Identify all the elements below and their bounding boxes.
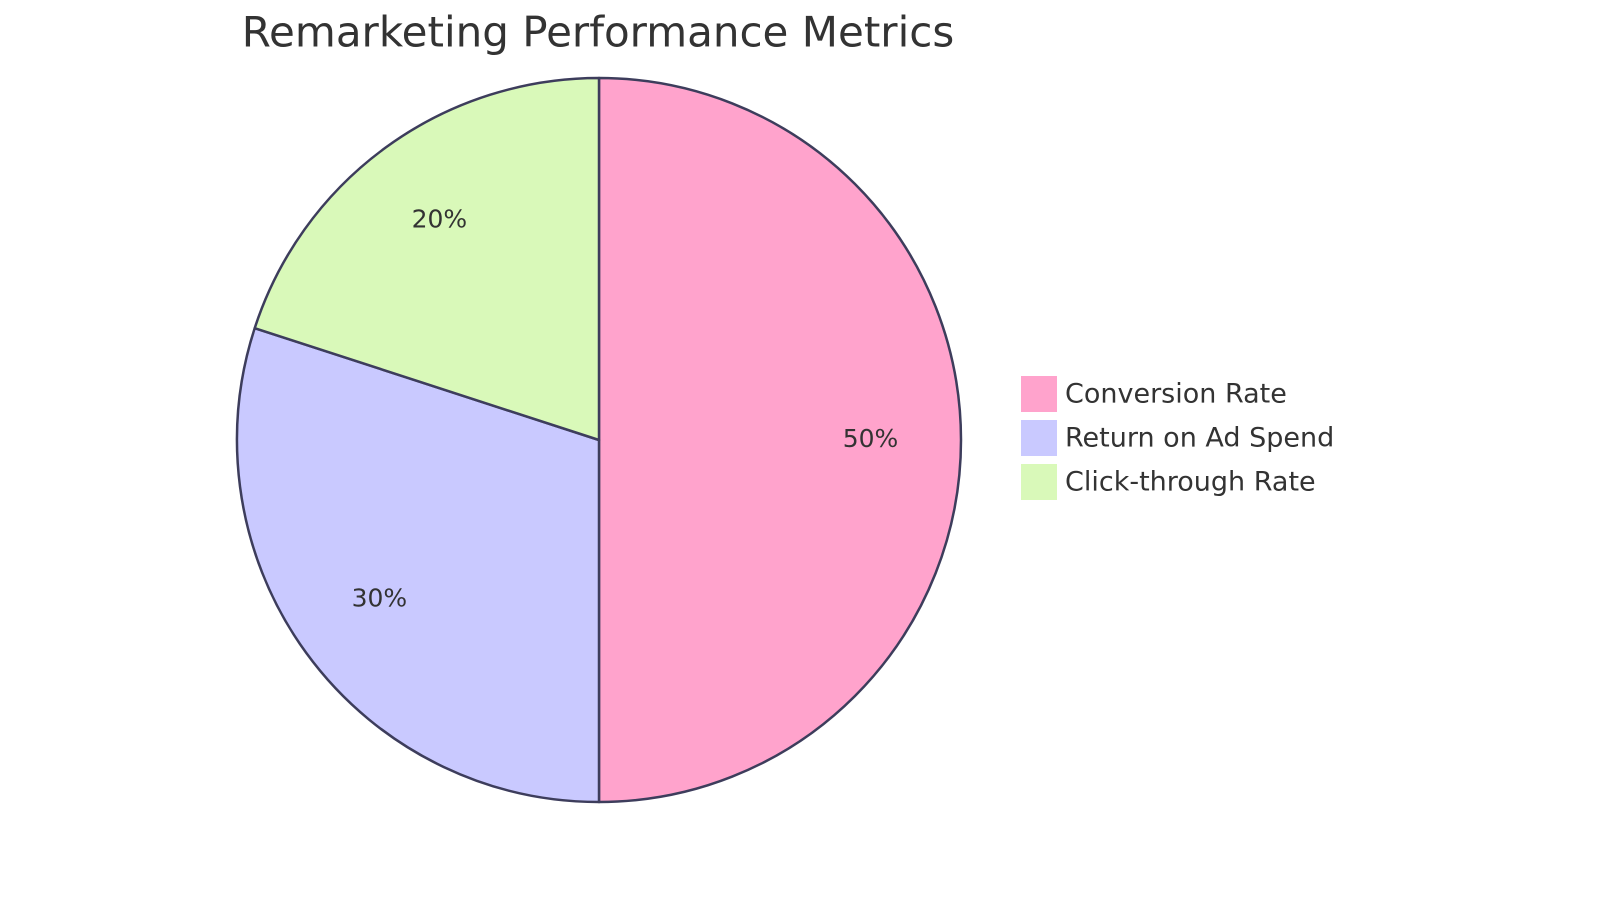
chart-title: Remarketing Performance Metrics — [242, 8, 954, 57]
legend-swatch — [1021, 376, 1057, 412]
legend-text: Click-through Rate — [1065, 467, 1316, 498]
pie-slice — [597, 76, 963, 804]
slice-label: 30% — [352, 584, 408, 613]
pie-slice — [235, 326, 601, 804]
slice-label: 20% — [412, 204, 468, 233]
pie-slice — [253, 76, 601, 442]
legend-text: Return on Ad Spend — [1065, 423, 1334, 454]
legend-swatch — [1021, 420, 1057, 456]
slice-label: 50% — [843, 424, 899, 453]
legend-text: Conversion Rate — [1065, 379, 1287, 410]
legend-swatch — [1021, 464, 1057, 500]
